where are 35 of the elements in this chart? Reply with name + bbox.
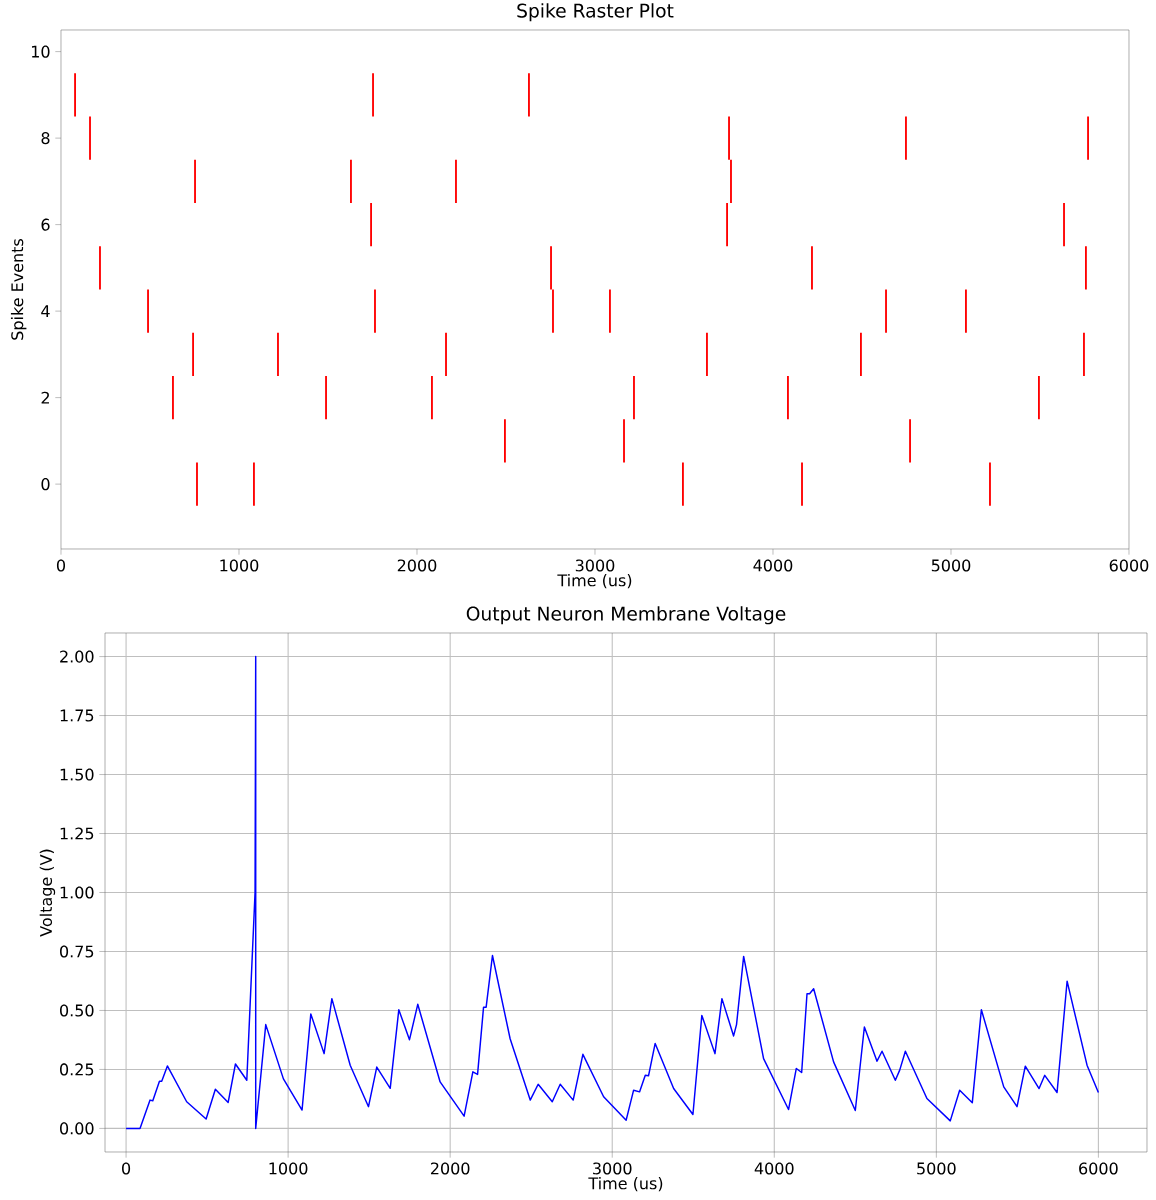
x-tick-label: 2000 [397,559,437,572]
x-tick-label: 1000 [220,559,259,572]
y-tick-label: 10 [31,45,50,58]
x-tick-label: 3000 [593,1162,632,1175]
x-tick-label: 6000 [1079,1162,1118,1175]
y-tick-label: 0.00 [60,1122,94,1135]
y-tick-label: 0 [41,478,50,491]
x-tick-label: 1000 [269,1162,308,1175]
y-tick-label: 0.50 [60,1004,94,1017]
y-tick-label: 8 [41,132,50,145]
y-axis-title: Voltage (V) [39,849,56,937]
y-tick-label: 1.50 [60,768,94,781]
y-axis-title: Spike Events [10,239,27,340]
y-tick-label: 1.00 [60,886,94,899]
y-tick-label: 1.25 [60,827,94,840]
y-tick-label: 2.00 [60,650,94,663]
x-tick-label: 6000 [1109,559,1149,572]
line-series [125,655,1100,1130]
chart-title: Output Neuron Membrane Voltage [466,606,786,625]
y-tick-label: 1.75 [60,709,94,722]
x-tick-label: 5000 [931,559,971,572]
chart-title: Spike Raster Plot [517,3,674,22]
y-tick-label: 0.75 [60,945,94,958]
y-tick-label: 6 [41,218,50,231]
y-tick-label: 4 [41,305,50,317]
x-tick-label: 3000 [575,559,615,572]
x-tick-label: 5000 [917,1162,956,1175]
x-axis-title: Time (us) [588,1176,663,1192]
x-axis-title: Time (us) [557,573,632,589]
x-tick-label: 0 [122,1162,131,1175]
x-tick-label: 4000 [753,559,793,572]
x-tick-label: 4000 [754,1162,794,1175]
y-tick-label: 0.25 [60,1063,94,1076]
y-tick-label: 2 [41,391,49,404]
x-tick-label: 2000 [430,1162,470,1175]
